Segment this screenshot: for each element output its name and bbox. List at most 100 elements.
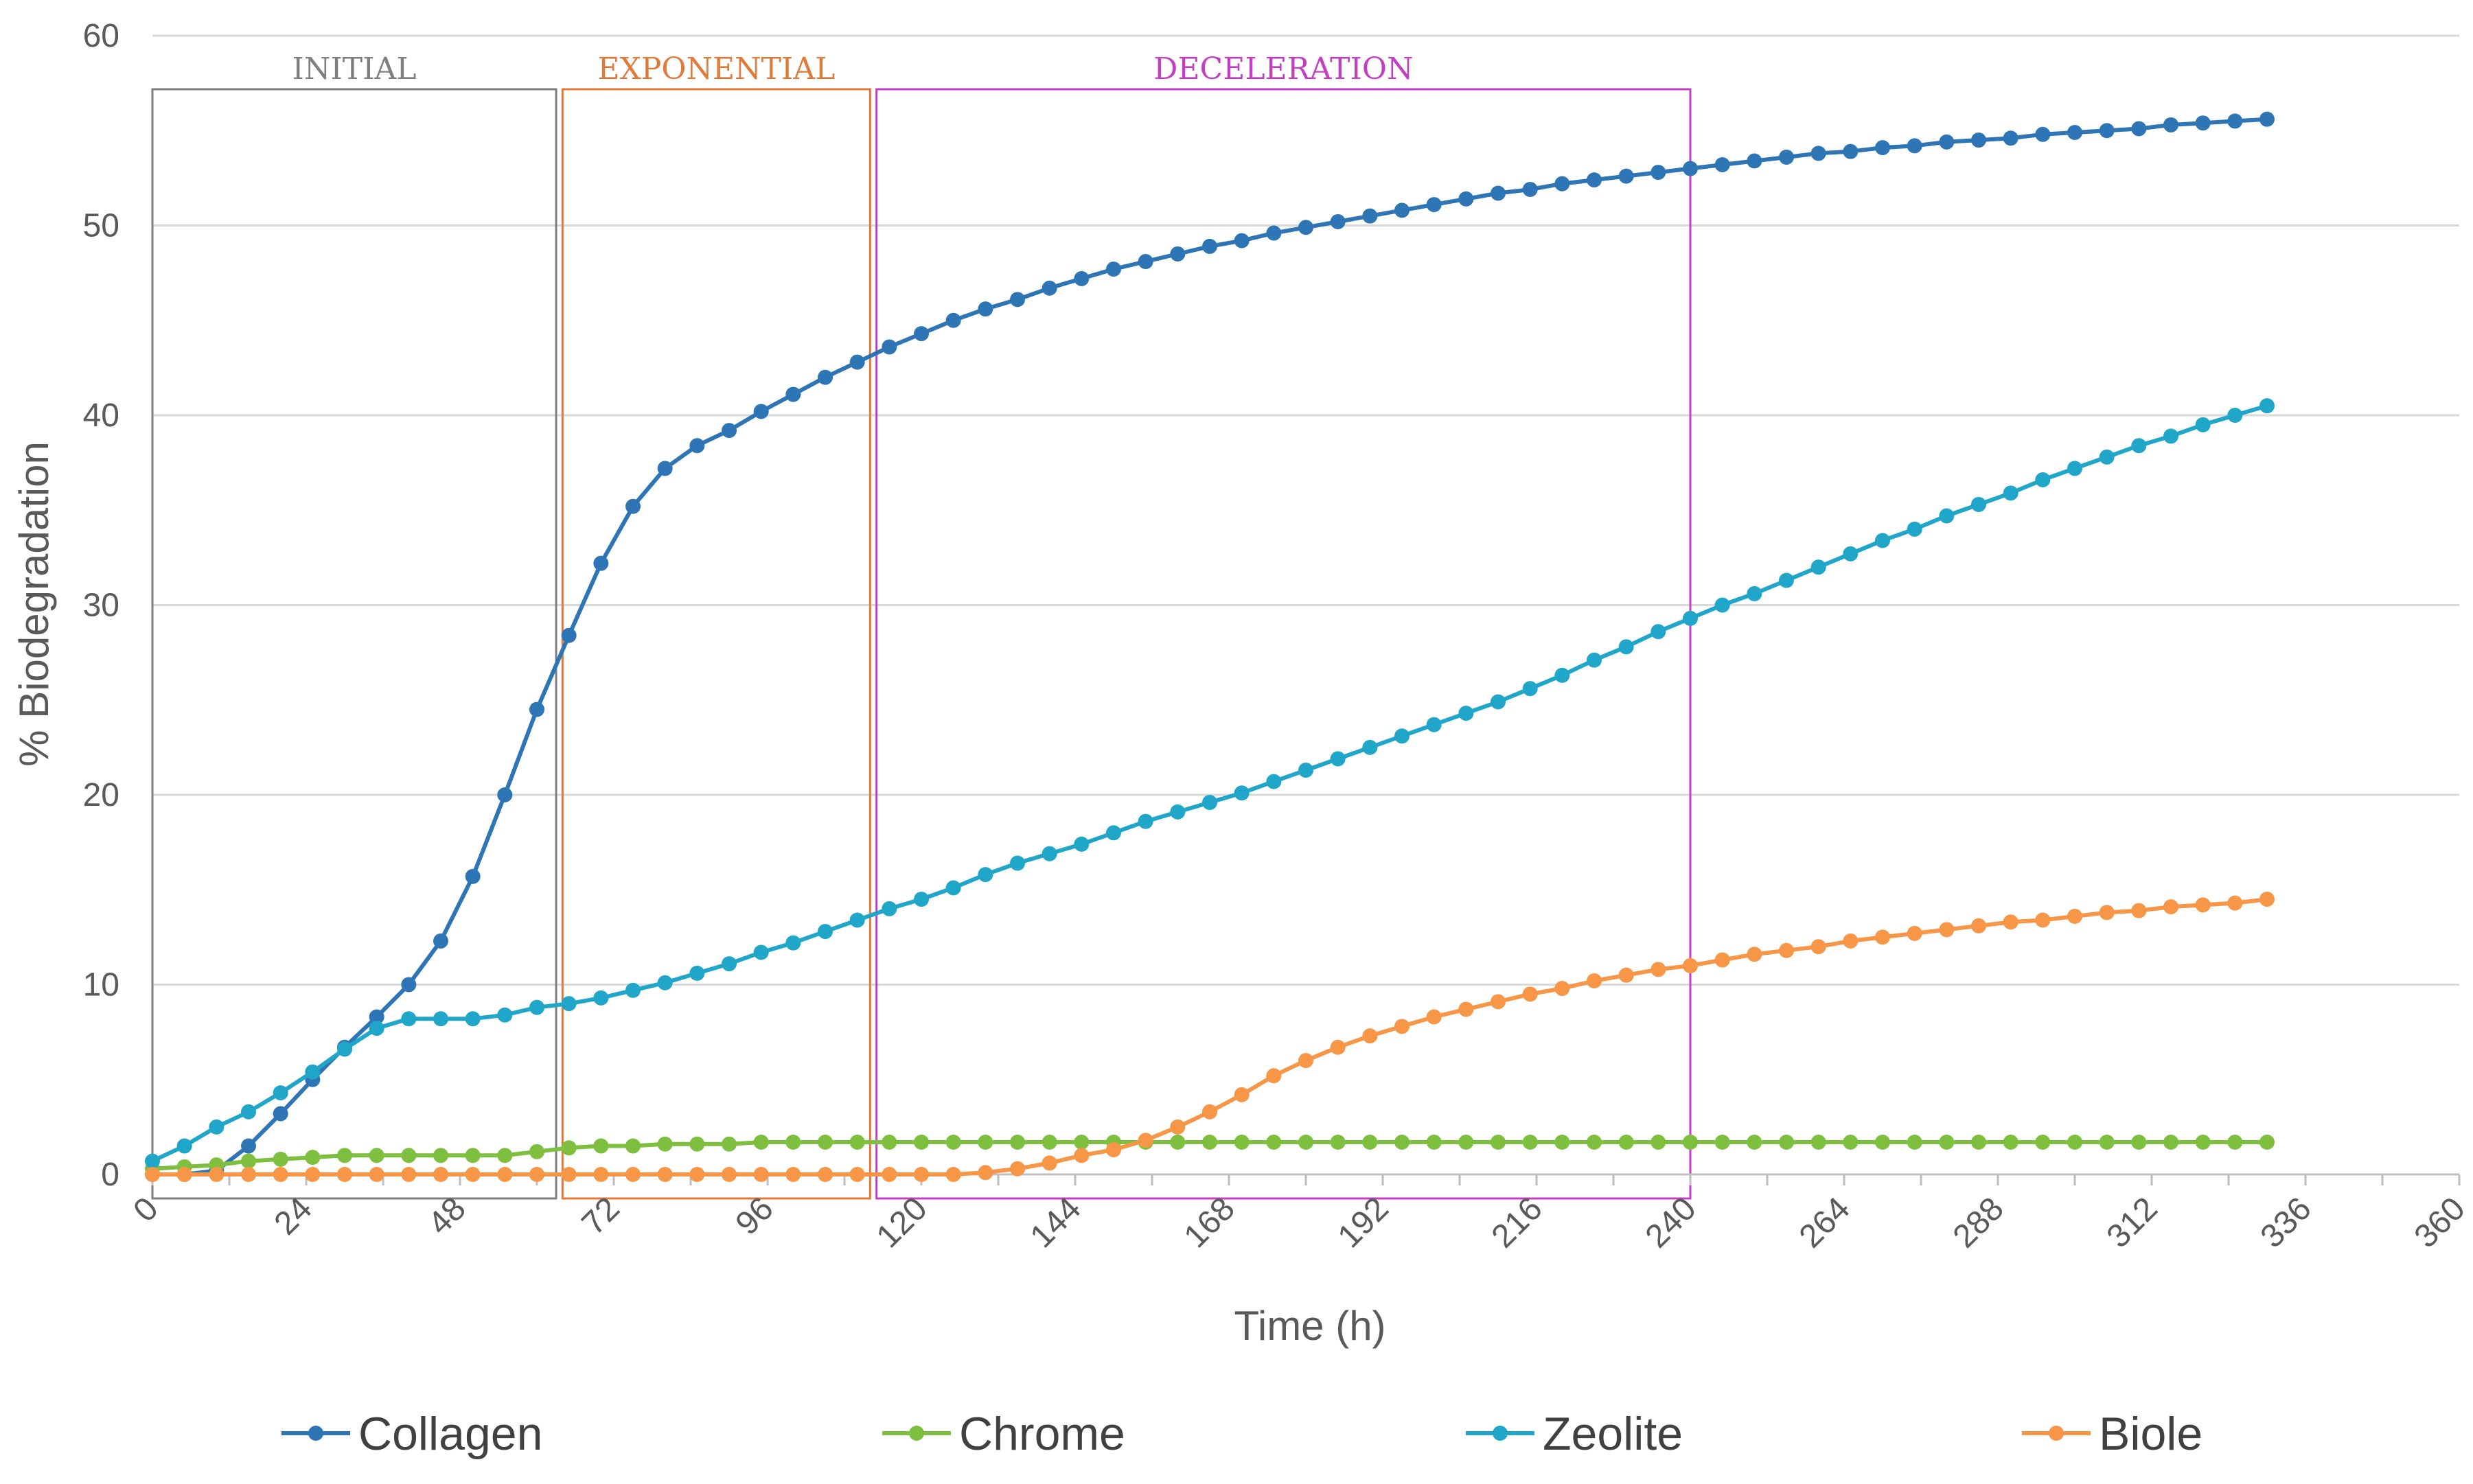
legend-label: Collagen (358, 1408, 542, 1460)
data-point-zeolite (1426, 717, 1442, 732)
legend-item-chrome: Chrome (882, 1408, 1125, 1460)
data-point-zeolite (849, 912, 865, 928)
data-point-chrome (978, 1134, 993, 1150)
data-point-collagen (1810, 146, 1826, 161)
data-point-collagen (1458, 191, 1474, 207)
data-point-zeolite (401, 1011, 417, 1027)
data-point-biole (818, 1167, 833, 1182)
data-point-zeolite (1971, 496, 1986, 512)
data-point-zeolite (145, 1153, 160, 1169)
data-point-biole (1362, 1028, 1378, 1044)
data-point-collagen (1106, 262, 1121, 277)
x-tick-label: 192 (1331, 1190, 1396, 1255)
data-point-zeolite (1843, 546, 1859, 561)
data-point-biole (1747, 947, 1762, 962)
data-point-biole (1202, 1104, 1217, 1120)
data-point-collagen (1266, 225, 1282, 241)
data-point-zeolite (1939, 508, 1955, 524)
data-point-biole (914, 1167, 929, 1182)
data-point-zeolite (273, 1085, 288, 1101)
data-point-biole (1843, 933, 1859, 949)
data-point-chrome (465, 1148, 481, 1163)
data-point-zeolite (2195, 417, 2211, 432)
data-point-collagen (1522, 181, 1538, 197)
y-axis-title: % Biodegradation (11, 441, 57, 767)
data-point-collagen (1554, 176, 1570, 192)
data-point-biole (1522, 986, 1538, 1002)
x-axis-title: Time (h) (1234, 1303, 1385, 1349)
data-point-collagen (561, 627, 577, 643)
data-point-chrome (1394, 1134, 1410, 1150)
data-point-zeolite (978, 867, 993, 883)
data-point-biole (1618, 967, 1634, 983)
data-point-chrome (1042, 1134, 1057, 1150)
series-chrome (145, 1134, 2275, 1176)
data-point-zeolite (2035, 472, 2051, 488)
x-tick-label: 120 (870, 1190, 934, 1255)
data-point-zeolite (1330, 751, 1346, 767)
data-point-zeolite (1394, 728, 1410, 744)
legend: Collagen Chrome Zeolite Biole (281, 1408, 2202, 1460)
data-point-zeolite (1458, 706, 1474, 721)
data-point-chrome (1747, 1134, 1762, 1150)
data-point-biole (497, 1167, 513, 1182)
data-point-collagen (1650, 165, 1666, 181)
data-point-biole (1010, 1161, 1025, 1176)
data-point-zeolite (1234, 785, 1250, 801)
data-point-chrome (241, 1153, 256, 1169)
data-point-chrome (369, 1148, 384, 1163)
data-point-zeolite (689, 965, 705, 981)
data-point-zeolite (1747, 586, 1762, 601)
data-point-chrome (945, 1134, 961, 1150)
phase-label: EXPONENTIAL (597, 51, 835, 86)
data-point-zeolite (176, 1138, 192, 1154)
y-tick-label: 20 (83, 777, 119, 813)
x-tick-label: 216 (1485, 1190, 1550, 1255)
data-point-collagen (625, 498, 641, 514)
data-point-zeolite (818, 924, 833, 940)
data-point-biole (176, 1167, 192, 1182)
data-point-biole (882, 1167, 897, 1182)
legend-label: Biole (2099, 1408, 2202, 1460)
data-point-biole (1907, 925, 1922, 941)
data-point-chrome (1426, 1134, 1442, 1150)
data-point-zeolite (1779, 572, 1794, 588)
data-point-chrome (401, 1148, 417, 1163)
data-point-collagen (1042, 280, 1057, 296)
data-point-zeolite (1491, 694, 1506, 710)
data-point-zeolite (1298, 763, 1313, 778)
data-point-chrome (1554, 1134, 1570, 1150)
legend-item-collagen: Collagen (281, 1408, 542, 1460)
data-point-zeolite (1202, 795, 1217, 811)
data-point-chrome (2035, 1134, 2051, 1150)
data-point-chrome (1074, 1134, 1090, 1150)
data-point-biole (945, 1167, 961, 1182)
data-point-zeolite (529, 999, 544, 1015)
data-point-zeolite (369, 1021, 384, 1036)
data-point-zeolite (2003, 485, 2018, 501)
data-point-chrome (2003, 1134, 2018, 1150)
data-point-biole (1042, 1155, 1057, 1171)
data-point-zeolite (2099, 449, 2115, 465)
data-point-chrome (914, 1134, 929, 1150)
data-point-zeolite (1875, 533, 1890, 548)
data-point-collagen (2131, 121, 2147, 137)
data-point-biole (369, 1167, 384, 1182)
data-point-biole (1779, 942, 1794, 958)
data-point-chrome (753, 1134, 769, 1150)
data-point-collagen (401, 977, 417, 993)
x-tick-label: 168 (1177, 1190, 1242, 1255)
data-point-biole (1330, 1039, 1346, 1055)
data-point-zeolite (2067, 461, 2082, 476)
phase-box-exponential (561, 88, 871, 1200)
legend-item-zeolite: Zeolite (1466, 1408, 1683, 1460)
data-point-collagen (2035, 126, 2051, 142)
phase-box-deceleration (875, 88, 1692, 1200)
data-point-zeolite (1010, 855, 1025, 871)
data-point-biole (465, 1167, 481, 1182)
data-point-biole (529, 1167, 544, 1182)
x-tick-label: 336 (2254, 1190, 2319, 1255)
data-point-zeolite (1074, 836, 1090, 852)
data-point-chrome (1587, 1134, 1602, 1150)
